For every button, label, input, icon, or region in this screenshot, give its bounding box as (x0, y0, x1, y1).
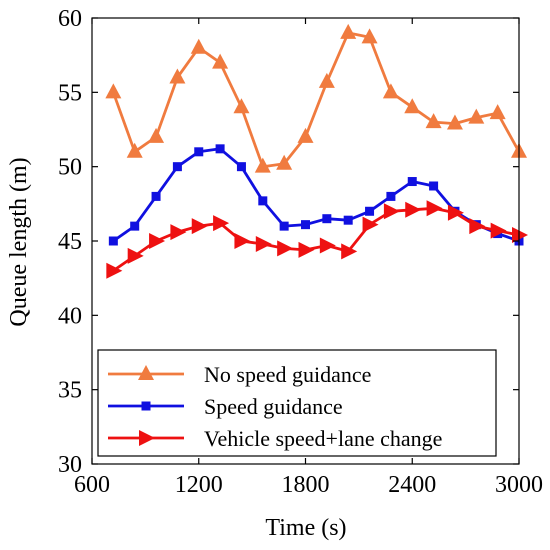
series-line (111, 31, 521, 169)
legend-marker (141, 401, 151, 411)
data-point (322, 214, 332, 224)
y-tick-label: 30 (58, 452, 82, 478)
data-point (234, 233, 251, 249)
data-point (340, 23, 357, 39)
data-point (277, 240, 294, 257)
series-1 (105, 23, 527, 173)
plot-area (105, 23, 528, 279)
data-point (297, 127, 314, 143)
x-axis-label: Time (s) (265, 515, 346, 541)
data-point (148, 127, 165, 143)
legend-entry: Vehicle speed+lane change (108, 426, 442, 451)
data-point (425, 113, 442, 129)
x-tick-label: 3000 (495, 472, 543, 498)
data-point (108, 236, 118, 246)
data-point (469, 218, 486, 235)
data-point (190, 38, 207, 54)
data-point (429, 181, 439, 191)
data-point (343, 215, 353, 225)
data-point (151, 191, 161, 201)
data-point (382, 83, 399, 99)
data-point (233, 98, 250, 114)
data-point (361, 28, 378, 44)
data-point (215, 144, 225, 154)
axes: 600 1200 1800 2400 3000 30 35 40 45 50 55 60 (58, 6, 543, 498)
y-tick-label: 55 (58, 80, 82, 106)
legend-marker (139, 430, 155, 446)
series-3 (106, 200, 528, 279)
data-point (386, 191, 396, 201)
data-point (489, 104, 506, 120)
y-tick-label: 45 (58, 229, 82, 255)
y-tick-label: 35 (58, 378, 82, 404)
y-tick-label: 60 (58, 6, 82, 32)
data-point (407, 177, 417, 187)
data-point (362, 216, 379, 233)
data-point (276, 154, 293, 170)
x-tick-label: 2400 (388, 472, 436, 498)
data-point (213, 215, 230, 232)
x-tick-label: 1800 (282, 472, 330, 498)
data-point (446, 114, 463, 130)
data-point (365, 206, 375, 216)
data-point (255, 235, 272, 252)
data-point (172, 162, 182, 172)
data-point (318, 72, 335, 88)
data-point (127, 247, 144, 264)
legend: No speed guidance Speed guidance Vehicle s… (97, 349, 497, 457)
data-point (490, 222, 507, 239)
data-point (405, 201, 422, 218)
legend-label: No speed guidance (204, 362, 371, 387)
data-point (319, 237, 336, 254)
y-axis-label: Queue length (m) (6, 157, 32, 326)
data-point (191, 218, 208, 235)
legend-entry: Speed guidance (108, 394, 343, 419)
x-tick-label: 1200 (175, 472, 223, 498)
legend-label: Speed guidance (204, 394, 343, 419)
data-point (426, 200, 443, 217)
data-point (254, 157, 271, 173)
data-point (170, 224, 187, 241)
data-point (236, 162, 246, 172)
data-point (194, 147, 204, 157)
data-point (279, 221, 289, 231)
legend-marker (138, 365, 154, 380)
data-point (341, 243, 358, 260)
data-point (169, 68, 186, 84)
y-tick-label: 40 (58, 303, 82, 329)
series-line (112, 206, 520, 272)
legend-entry: No speed guidance (108, 362, 371, 387)
data-point (383, 203, 400, 220)
data-point (106, 262, 123, 279)
data-point (301, 220, 310, 230)
data-point (105, 83, 122, 99)
data-point (126, 142, 143, 158)
data-point (404, 98, 421, 114)
data-point (130, 221, 140, 231)
x-tick-label: 600 (74, 472, 110, 498)
legend-label: Vehicle speed+lane change (204, 426, 442, 451)
data-point (447, 204, 464, 221)
data-point (149, 233, 166, 249)
y-tick-label: 50 (58, 155, 82, 181)
data-point (468, 108, 485, 124)
data-point (212, 53, 229, 69)
data-point (258, 196, 268, 206)
data-point (512, 227, 528, 244)
data-point (298, 241, 315, 258)
